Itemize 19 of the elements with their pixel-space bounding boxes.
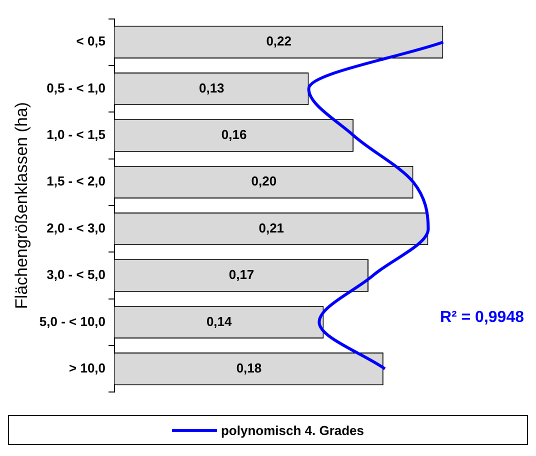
- data-label: 0,16: [221, 127, 247, 142]
- data-label: 0,17: [228, 267, 254, 282]
- annotation: R² = 0,9948: [440, 308, 524, 326]
- y-tick-label: 3,0 - < 5,0: [46, 267, 106, 282]
- y-tick-label: 5,0 - < 10,0: [39, 314, 106, 329]
- y-tick-label: < 0,5: [76, 34, 106, 49]
- legend-label: polynomisch 4. Grades: [220, 422, 364, 438]
- data-label: 0,21: [258, 220, 284, 236]
- y-axis-title: Flächengrößenklassen (ha): [12, 102, 31, 309]
- data-label: 0,22: [266, 34, 292, 49]
- y-tick-label: 0,5 - < 1,0: [46, 80, 106, 96]
- data-label: 0,18: [236, 360, 262, 376]
- data-label: 0,14: [206, 314, 233, 329]
- y-tick-label: 1,5 - < 2,0: [46, 174, 106, 189]
- y-tick-label: > 10,0: [69, 360, 106, 376]
- data-label: 0,20: [251, 174, 277, 189]
- y-tick-label: 2,0 - < 3,0: [46, 220, 106, 236]
- y-tick-label: 1,0 - < 1,5: [46, 127, 106, 142]
- data-label: 0,13: [198, 80, 224, 96]
